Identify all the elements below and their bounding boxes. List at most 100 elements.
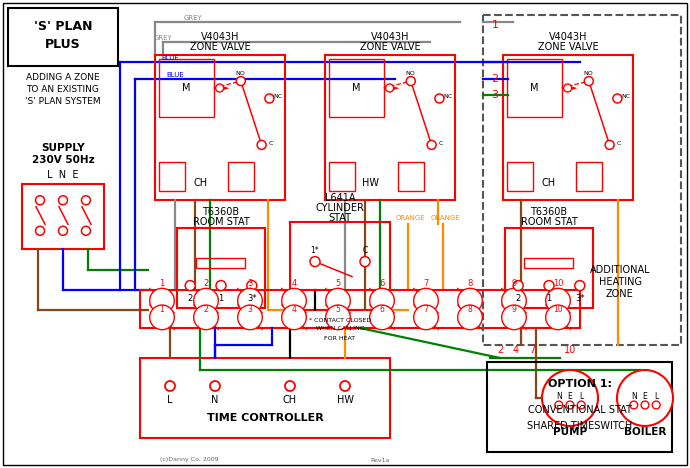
Text: CYLINDER: CYLINDER [315,203,364,213]
Circle shape [81,196,90,205]
Bar [159,59,214,117]
Text: T6360B: T6360B [202,207,239,217]
Circle shape [457,288,482,313]
Text: ORANGE: ORANGE [395,215,425,221]
Text: HW: HW [337,395,353,405]
Circle shape [427,140,436,149]
Text: ►: ► [224,85,229,91]
Circle shape [457,305,482,329]
Text: CH: CH [193,177,208,188]
Circle shape [285,381,295,391]
Text: 2: 2 [515,294,521,303]
Text: BLUE: BLUE [166,72,184,78]
Circle shape [247,281,257,291]
Circle shape [370,288,394,313]
Circle shape [59,227,68,235]
Text: 3: 3 [248,305,253,314]
Text: 7: 7 [529,345,535,355]
Text: 3: 3 [247,279,253,288]
Text: NO: NO [235,71,245,76]
Text: C: C [268,141,273,146]
Circle shape [617,370,673,426]
Circle shape [641,401,649,409]
Text: ORANGE: ORANGE [430,215,460,221]
Text: OPTION 1:: OPTION 1: [547,379,611,389]
Circle shape [210,381,220,391]
Text: V4043H: V4043H [201,32,239,42]
Text: T6360B: T6360B [531,207,568,217]
Text: GREY: GREY [154,35,172,41]
Text: GREY: GREY [184,15,202,21]
Text: 7: 7 [424,305,428,314]
Text: 3*: 3* [247,294,257,303]
Circle shape [59,196,68,205]
Bar [329,59,384,117]
Circle shape [575,281,585,291]
Text: 3*: 3* [575,294,584,303]
Text: PLUS: PLUS [45,37,81,51]
Text: ►: ► [394,85,400,91]
Text: NO: NO [583,71,593,76]
Text: M: M [352,83,361,93]
Circle shape [578,401,585,409]
Circle shape [564,84,571,92]
Circle shape [237,305,262,329]
Text: 2: 2 [491,74,499,84]
Bar [197,258,245,268]
Circle shape [282,288,306,313]
Circle shape [194,288,218,313]
Text: 5: 5 [335,305,340,314]
Circle shape [584,77,593,86]
Text: 2: 2 [497,345,503,355]
Text: 1: 1 [159,279,165,288]
Text: ROOM STAT: ROOM STAT [521,217,578,227]
Text: 4: 4 [292,305,297,314]
Text: 9: 9 [511,279,517,288]
Bar [398,162,424,191]
Text: 10: 10 [564,345,576,355]
Text: M: M [530,83,539,93]
Text: V4043H: V4043H [549,32,587,42]
Bar [155,55,285,200]
Circle shape [237,288,262,313]
Circle shape [406,77,415,86]
Text: N: N [556,392,562,401]
Text: L: L [579,392,583,401]
Circle shape [310,256,320,267]
Circle shape [542,370,598,426]
Text: SHARED TIMESWITCH: SHARED TIMESWITCH [527,421,632,431]
Text: E: E [568,392,573,401]
Bar [483,15,681,345]
Circle shape [652,401,660,409]
Text: 8: 8 [467,279,473,288]
Text: CONVENTIONAL STAT: CONVENTIONAL STAT [528,405,631,415]
Text: HW: HW [362,177,379,188]
Text: 9: 9 [511,305,516,314]
Text: 2: 2 [188,294,193,303]
Text: CH: CH [542,177,555,188]
Text: ROOM STAT: ROOM STAT [193,217,249,227]
Text: 4: 4 [513,345,519,355]
Text: 'S' PLAN SYSTEM: 'S' PLAN SYSTEM [26,97,101,107]
Circle shape [513,281,523,291]
Text: 1: 1 [159,305,164,314]
Text: ADDING A ZONE: ADDING A ZONE [26,73,100,82]
Text: ►: ► [572,85,578,91]
Text: HEATING: HEATING [598,277,642,287]
Circle shape [185,281,195,291]
Circle shape [215,84,224,92]
Circle shape [81,227,90,235]
Text: STAT: STAT [328,213,351,223]
Circle shape [236,77,246,86]
Bar [140,290,580,328]
Text: C: C [362,246,368,255]
Bar [8,8,118,66]
Text: M: M [182,83,190,93]
Bar [325,55,455,200]
Text: 'S' PLAN: 'S' PLAN [34,20,92,32]
Text: C: C [438,141,443,146]
Circle shape [555,401,563,409]
Circle shape [265,94,274,103]
Circle shape [326,288,351,313]
Bar [524,258,573,268]
